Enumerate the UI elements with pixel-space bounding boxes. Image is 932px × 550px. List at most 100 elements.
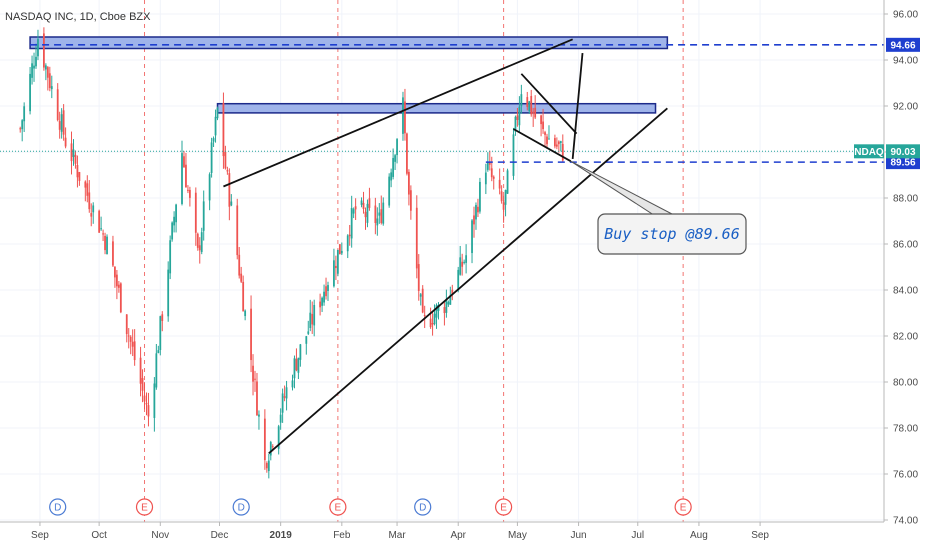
x-tick-label: Nov — [151, 530, 169, 541]
y-tick-label: 76.00 — [893, 470, 918, 481]
candle-body — [388, 176, 391, 206]
candle-body — [415, 207, 418, 269]
candle-body — [297, 357, 300, 373]
x-tick-label: Sep — [751, 530, 769, 541]
candle-body — [64, 137, 67, 147]
candle-body — [380, 209, 383, 223]
y-tick-label: 86.00 — [893, 240, 918, 251]
x-tick-label: Oct — [91, 530, 107, 541]
candle-body — [256, 381, 258, 416]
candle-body — [364, 211, 367, 218]
candle-body — [471, 220, 473, 254]
candle-body — [267, 460, 270, 472]
candle-body — [161, 314, 164, 321]
candle-body — [334, 265, 337, 269]
candle-body — [269, 442, 272, 456]
callout-text: Buy stop @89.66 — [604, 225, 739, 243]
chart-title: NASDAQ INC, 1D, Cboe BZX — [5, 11, 151, 23]
x-tick-label: 2019 — [270, 530, 293, 541]
candle-body — [277, 426, 280, 449]
candle-body — [147, 405, 150, 417]
candle-body — [50, 86, 53, 90]
candle-body — [459, 257, 462, 275]
candle-body — [72, 149, 75, 157]
candle-body — [473, 215, 475, 225]
candle-body — [242, 281, 245, 312]
candles — [19, 27, 564, 479]
callout-box — [597, 213, 747, 255]
candle-body — [200, 232, 203, 252]
earnings-badge — [329, 498, 347, 516]
level-price-tag — [886, 155, 920, 170]
time-axis[interactable]: Sep Oct Nov Dec 2019 Feb Mar Apr May Jun Jul Aug Sep — [0, 521, 884, 541]
resistance-zone — [216, 102, 657, 114]
candle-body — [181, 153, 183, 204]
trendline — [223, 38, 574, 188]
candle-body — [542, 121, 544, 130]
candle-body — [540, 115, 542, 125]
candle-body — [238, 254, 241, 276]
candle-body — [263, 418, 266, 461]
candle-body — [240, 273, 243, 282]
symbol-tag-text: NDAQ — [854, 147, 884, 158]
candle-body — [293, 358, 296, 379]
level-lines — [0, 44, 884, 163]
candle-body — [394, 155, 396, 162]
candle-body — [258, 414, 260, 417]
candle-body — [100, 228, 103, 230]
candle-body — [374, 205, 377, 223]
candle-body — [58, 121, 61, 130]
candle-body — [29, 73, 31, 112]
x-tick-label: Jun — [571, 530, 587, 541]
candle-body — [338, 244, 341, 255]
candle-body — [376, 218, 379, 226]
candle-body — [157, 350, 160, 354]
candle-body — [285, 387, 288, 399]
candle-body — [492, 176, 495, 179]
candle-body — [202, 201, 205, 231]
candle-body — [127, 335, 130, 337]
candle-body — [279, 414, 282, 423]
candle-body — [348, 234, 351, 237]
candle-body — [433, 313, 436, 325]
y-tick-label: 84.00 — [893, 286, 918, 297]
candle-body — [486, 161, 489, 170]
trendline — [571, 53, 584, 159]
candle-body — [169, 240, 172, 274]
event-lines — [144, 0, 684, 522]
y-tick-label: 78.00 — [893, 424, 918, 435]
candle-body — [222, 102, 225, 157]
candle-body — [325, 286, 327, 297]
callout: Buy stop @89.66 — [570, 160, 747, 255]
candle-body — [228, 173, 231, 207]
y-tick-label: 88.00 — [893, 194, 918, 205]
dividend-badge — [49, 498, 67, 516]
candle-body — [479, 181, 481, 212]
candle-body — [484, 172, 487, 185]
candle-body — [265, 463, 268, 469]
earnings-label: E — [500, 503, 507, 514]
candle-body — [90, 213, 93, 217]
candle-body — [281, 393, 284, 413]
x-tick-label: Mar — [388, 530, 406, 541]
candle-body — [171, 222, 174, 240]
candle-body — [435, 305, 438, 318]
candle-body — [457, 269, 460, 291]
candle-body — [477, 206, 479, 213]
candle-body — [21, 120, 24, 130]
candle-body — [92, 205, 95, 213]
candle-body — [520, 94, 523, 107]
candle-body — [404, 101, 406, 134]
price-axis[interactable]: 96.0094.0092.0090.0088.0086.0084.0082.00… — [883, 0, 918, 527]
candle-body — [60, 114, 63, 132]
candle-body — [250, 308, 252, 361]
dividend-label: D — [419, 503, 426, 514]
trendline — [268, 107, 668, 454]
candle-body — [555, 144, 558, 147]
trendlines — [223, 38, 668, 454]
candle-body — [295, 358, 298, 371]
earnings-label: E — [141, 503, 148, 514]
